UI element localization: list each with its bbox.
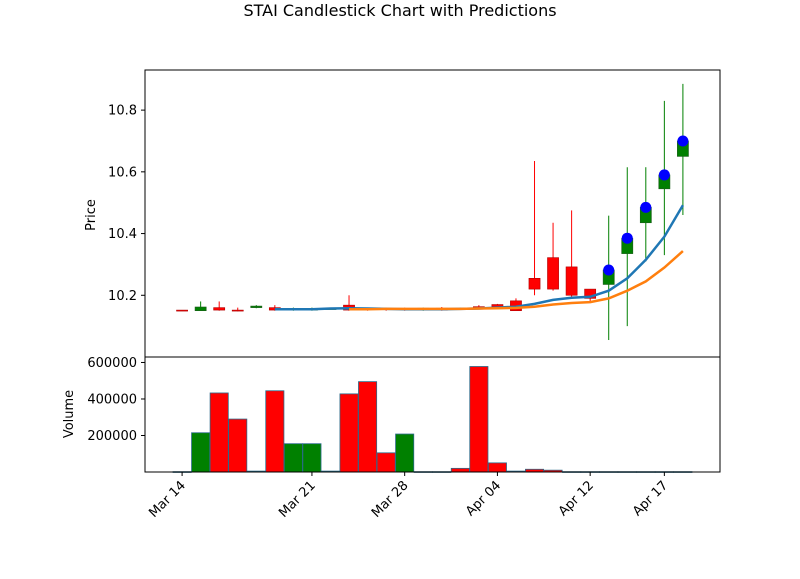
date-tick-label: Mar 14 xyxy=(146,478,189,521)
candle-body xyxy=(194,306,207,312)
volume-tick-label: 200000 xyxy=(87,429,137,444)
price-plot-area xyxy=(145,70,720,357)
volume-bar xyxy=(209,392,229,473)
candle-body xyxy=(547,257,559,290)
price-tick-label: 10.4 xyxy=(108,227,137,242)
price-tick-label: 10.8 xyxy=(108,104,137,119)
volume-bar xyxy=(339,393,359,473)
volume-axis-label: Volume xyxy=(62,390,77,438)
date-tick-label: Mar 21 xyxy=(276,478,319,521)
prediction-point xyxy=(621,232,633,244)
price-tick-label: 10.2 xyxy=(108,289,137,304)
volume-tick-label: 400000 xyxy=(87,392,137,407)
date-tick-label: Apr 17 xyxy=(630,478,671,519)
date-tick-label: Apr 04 xyxy=(463,478,504,519)
volume-bar xyxy=(191,432,211,473)
candle-body xyxy=(231,309,244,312)
volume-bar xyxy=(450,467,470,473)
date-tick-label: Apr 12 xyxy=(556,478,597,519)
volume-plot-frame xyxy=(144,356,721,473)
volume-bar xyxy=(302,443,322,473)
date-axis: Mar 14 Mar 21 Mar 28 Apr 04 Apr 12 Apr 17 xyxy=(146,472,671,521)
volume-bar xyxy=(358,381,378,473)
candle-body xyxy=(528,278,541,290)
volume-bar xyxy=(283,443,303,473)
volume-panel: 200000 400000 600000 xyxy=(87,356,721,473)
volume-bar xyxy=(487,462,507,473)
prediction-point xyxy=(658,169,670,181)
volume-bar xyxy=(469,366,489,473)
candle-body xyxy=(250,305,263,308)
prediction-point xyxy=(677,135,689,147)
volume-tick-label: 600000 xyxy=(87,356,137,371)
volume-bar xyxy=(228,418,248,473)
prediction-point xyxy=(603,264,615,276)
chart-title: STAI Candlestick Chart with Predictions xyxy=(243,1,556,20)
candle-body xyxy=(176,309,188,312)
prediction-point xyxy=(640,201,652,213)
candle-body xyxy=(213,307,226,311)
price-tick-label: 10.6 xyxy=(108,165,137,180)
volume-bar xyxy=(395,433,415,473)
moving-average-line-orange xyxy=(349,250,684,311)
price-panel: 10.2 10.4 10.6 10.8 xyxy=(108,69,721,358)
volume-bar xyxy=(376,452,396,473)
date-tick-label: Mar 28 xyxy=(369,478,412,521)
volume-bar xyxy=(265,390,285,473)
candle-body xyxy=(565,266,578,296)
price-axis-label: Price xyxy=(84,199,99,231)
